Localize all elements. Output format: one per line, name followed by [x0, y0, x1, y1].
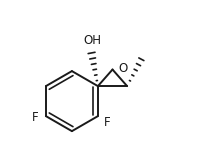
Text: O: O [117, 62, 127, 75]
Text: OH: OH [83, 34, 101, 47]
Text: F: F [104, 116, 110, 129]
Text: F: F [32, 111, 39, 124]
